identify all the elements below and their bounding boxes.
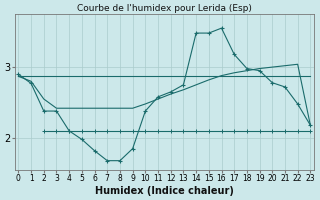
Title: Courbe de l'humidex pour Lerida (Esp): Courbe de l'humidex pour Lerida (Esp) — [77, 4, 252, 13]
X-axis label: Humidex (Indice chaleur): Humidex (Indice chaleur) — [95, 186, 234, 196]
